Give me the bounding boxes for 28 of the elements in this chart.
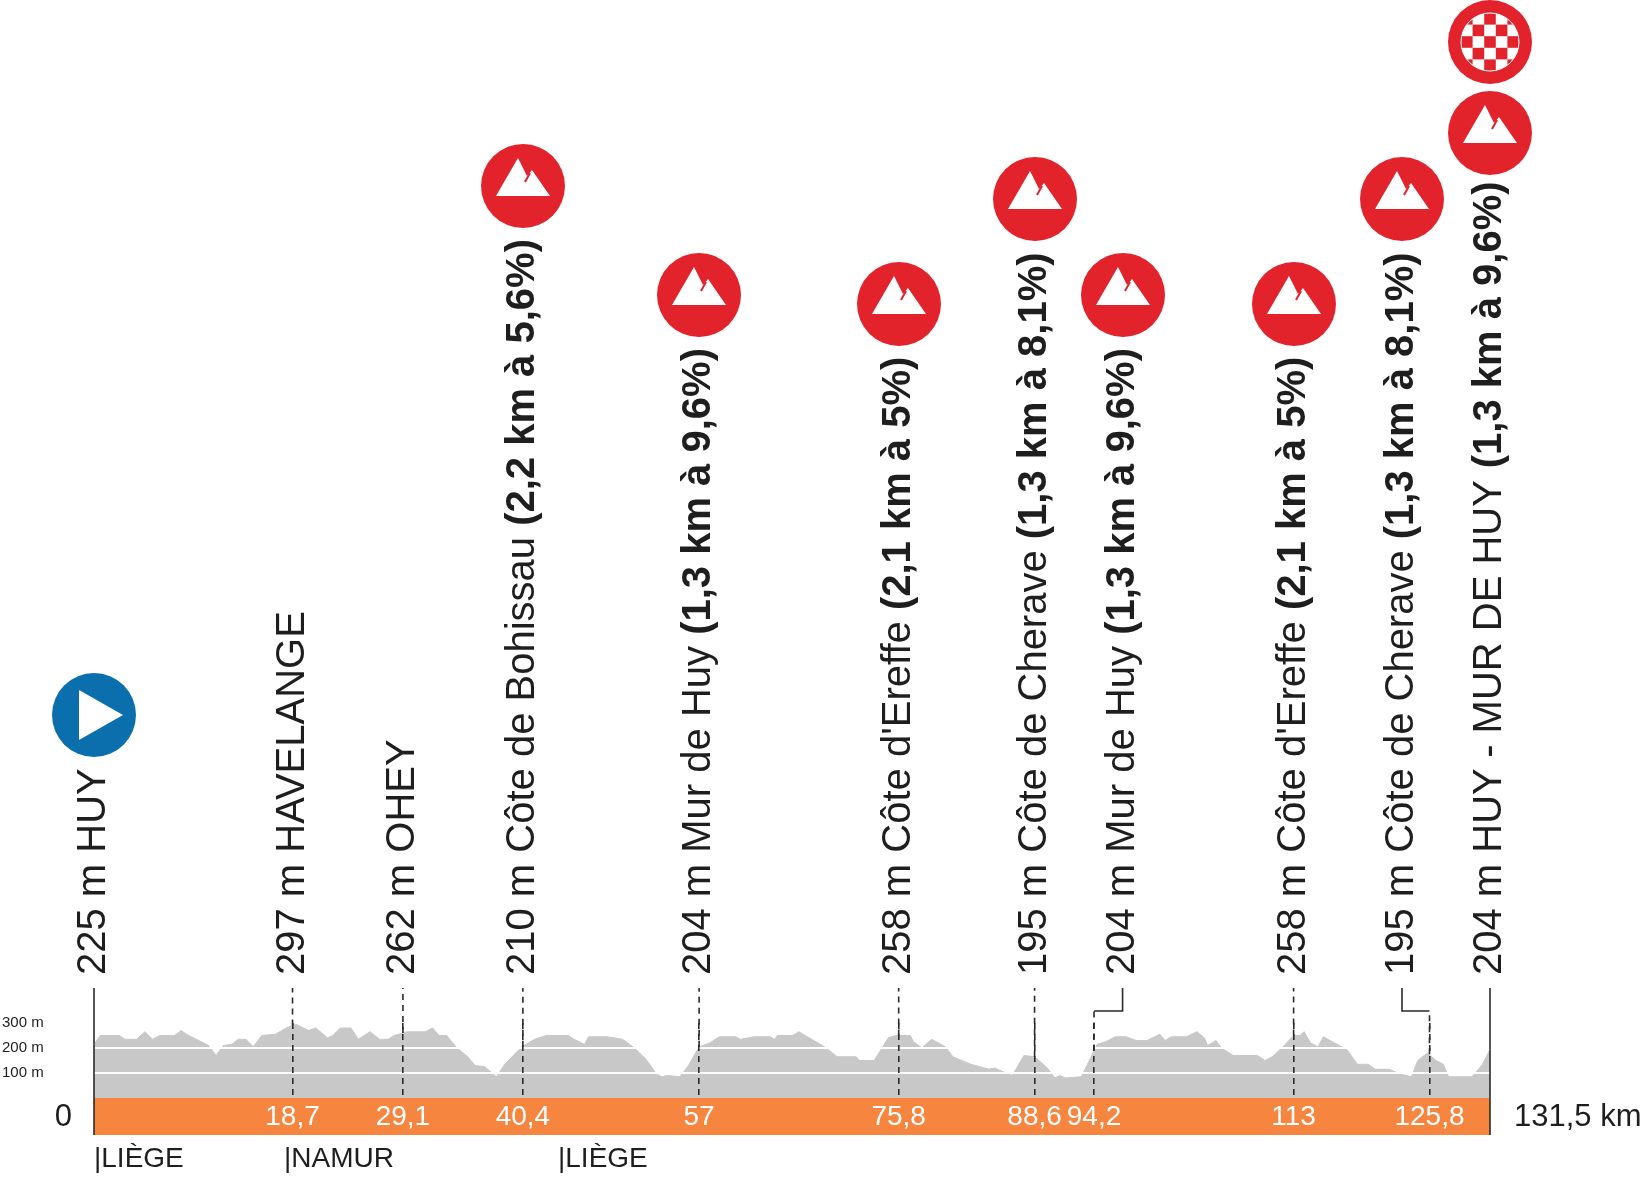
annotation: 204 m Mur de Huy (1,3 km à 9,6%)	[1097, 348, 1142, 975]
x-tick-label: 75,8	[871, 1100, 926, 1132]
annotation: 258 m Côte d'Ereffe (2,1 km à 5%)	[873, 356, 918, 975]
text: |LIÈGE	[558, 1142, 648, 1173]
annotation: 195 m Côte de Cherave (1,3 km à 8,1%)	[1009, 252, 1054, 975]
x-tick-label: 29,1	[375, 1100, 431, 1132]
text: |LIÈGE	[94, 1142, 184, 1173]
annotation: 262 m OHEY	[377, 739, 422, 975]
annotation: 195 m Côte de Cherave (1,3 km à 8,1%)	[1377, 252, 1422, 975]
y-tick-label: 200 m	[2, 1038, 44, 1056]
text: 0	[54, 1098, 72, 1134]
x-tick-label: 88,6	[1007, 1100, 1062, 1132]
x-tick-label: 125,8	[1394, 1100, 1465, 1132]
x-tick-label: 94,2	[1066, 1100, 1122, 1132]
text: 131,5 km	[1514, 1098, 1642, 1134]
annotation: 297 m HAVELANGE	[267, 611, 312, 975]
x-tick-label: 40,4	[495, 1100, 551, 1132]
y-tick-label: 100 m	[2, 1063, 44, 1081]
x-tick-label: 18,7	[265, 1100, 320, 1132]
annotation: 204 m HUY - MUR DE HUY (1,3 km à 9,6%)	[1465, 181, 1510, 975]
x-tick-label: 57	[683, 1100, 715, 1132]
annotation: 204 m Mur de Huy (1,3 km à 9,6%)	[674, 348, 719, 975]
text: |NAMUR	[284, 1142, 394, 1173]
y-tick-label: 300 m	[2, 1013, 44, 1031]
annotation: 258 m Côte d'Ereffe (2,1 km à 5%)	[1268, 356, 1313, 975]
annotation: 210 m Côte de Bohissau (2,2 km à 5,6%)	[497, 239, 542, 975]
x-tick-label: 113	[1271, 1100, 1316, 1132]
annotation: 225 m HUY	[69, 768, 114, 975]
